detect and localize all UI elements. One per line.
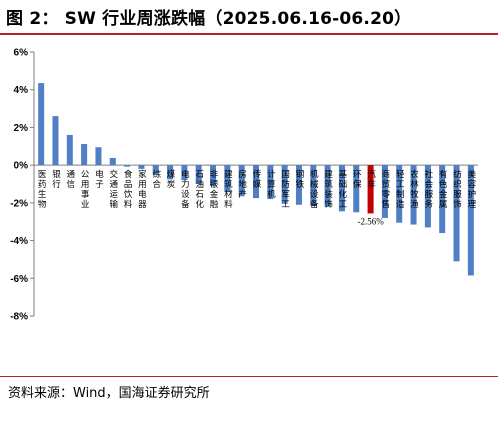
bar-银行: [52, 116, 59, 166]
bar-钢铁: [295, 165, 302, 205]
bar-纺织服饰: [453, 165, 460, 262]
y-tick-label: 6%: [14, 48, 29, 59]
title-rule: [0, 33, 498, 35]
bar-机械设备: [310, 165, 317, 206]
bar-煤炭: [167, 165, 174, 180]
x-tick-label: 轻工制造: [396, 169, 405, 210]
bar-石油石化: [195, 165, 202, 184]
bar-chart: -8% -6% -4% -2% 0% 2% 4% 6% 医药生物银行通信公用事业电子交通运输食…: [10, 48, 478, 323]
bar-基础化工: [338, 165, 345, 212]
x-tick-label: 建筑材料: [224, 169, 233, 210]
y-tick-label: -2%: [10, 198, 28, 209]
x-tick-label: 家用电器: [138, 169, 147, 210]
bar-汽车: [367, 165, 374, 214]
x-tick-label: 银行: [52, 169, 61, 190]
y-tick-label: -8%: [10, 312, 28, 323]
bar-建筑材料: [224, 165, 231, 192]
x-tick-label: 非银金融: [210, 169, 219, 210]
chart-title: 图 2： SW 行业周涨跌幅（2025.06.16-06.20）: [6, 9, 412, 29]
bar-综合: [152, 165, 159, 175]
bar-公用事业: [81, 144, 88, 166]
x-tick-label: 交通运输: [110, 169, 119, 210]
bar-农林牧渔: [410, 165, 417, 225]
bar-美容护理: [467, 165, 474, 276]
y-tick-label: 4%: [14, 85, 29, 96]
bar-电子: [95, 147, 102, 166]
y-tick-label: -4%: [10, 236, 28, 247]
x-tick-label: 机械设备: [310, 169, 319, 210]
bar-非银金融: [210, 165, 217, 186]
y-tick-label: 2%: [14, 123, 29, 134]
x-tick-label: 有色金属: [439, 169, 448, 210]
bar-医药生物: [38, 83, 45, 166]
data-label: -2.56%: [357, 216, 384, 226]
x-tick-label: 基础化工: [339, 169, 348, 210]
bar-建筑装饰: [324, 165, 331, 207]
x-tick-label: 社会服务: [425, 169, 434, 210]
y-tick-label: -6%: [10, 274, 28, 285]
bar-电力设备: [181, 165, 188, 181]
bar-有色金属: [439, 165, 446, 234]
x-tick-label: 医药生物: [38, 170, 47, 210]
x-tick-label: 食品饮料: [124, 169, 133, 210]
bars: [38, 83, 474, 276]
x-tick-label: 计算机: [267, 169, 276, 200]
x-tick-label: 国防军工: [281, 170, 290, 210]
bar-计算机: [267, 165, 274, 200]
bar-轻工制造: [396, 165, 403, 223]
bar-传媒: [252, 165, 260, 199]
bar-国防军工: [281, 165, 288, 204]
source-note: 资料来源：Wind，国海证券研究所: [8, 386, 210, 401]
bar-家用电器: [138, 165, 145, 169]
bar-商贸零售: [381, 165, 388, 218]
bar-房地产: [238, 165, 245, 197]
x-tick-label: 房地产: [238, 169, 247, 200]
x-tick-label: 煤炭: [167, 169, 176, 190]
x-tick-label: 环保: [353, 170, 362, 190]
x-tick-label: 钢铁: [296, 169, 305, 190]
x-tick-label: 石油石化: [195, 170, 204, 210]
data-labels: -2.56%: [357, 216, 384, 226]
bar-环保: [353, 165, 360, 213]
x-tick-label: 纺织服饰: [453, 169, 462, 210]
x-tick-label: 公用事业: [81, 170, 90, 210]
x-tick-label: 电子: [95, 169, 104, 190]
y-tick-label: 0%: [14, 161, 29, 172]
x-tick-label: 通信: [67, 169, 76, 190]
x-tick-label: 电力设备: [181, 169, 190, 210]
x-tick-label: 美容护理: [468, 169, 477, 210]
x-tick-label: 农林牧渔: [410, 169, 419, 210]
x-tick-label: 建筑装饰: [324, 169, 333, 210]
x-axis-labels: 医药生物银行通信公用事业电子交通运输食品饮料家用电器综合煤炭电力设备石油石化非银…: [38, 169, 477, 210]
x-tick-label: 汽车: [367, 169, 376, 190]
x-tick-label: 综合: [152, 169, 161, 190]
source-rule: [0, 376, 498, 377]
bar-食品饮料: [124, 165, 131, 167]
bar-交通运输: [109, 157, 116, 166]
x-tick-label: 商贸零售: [382, 169, 391, 210]
x-tick-label: 传媒: [253, 169, 262, 190]
bar-社会服务: [424, 165, 431, 228]
bar-通信: [66, 134, 73, 166]
